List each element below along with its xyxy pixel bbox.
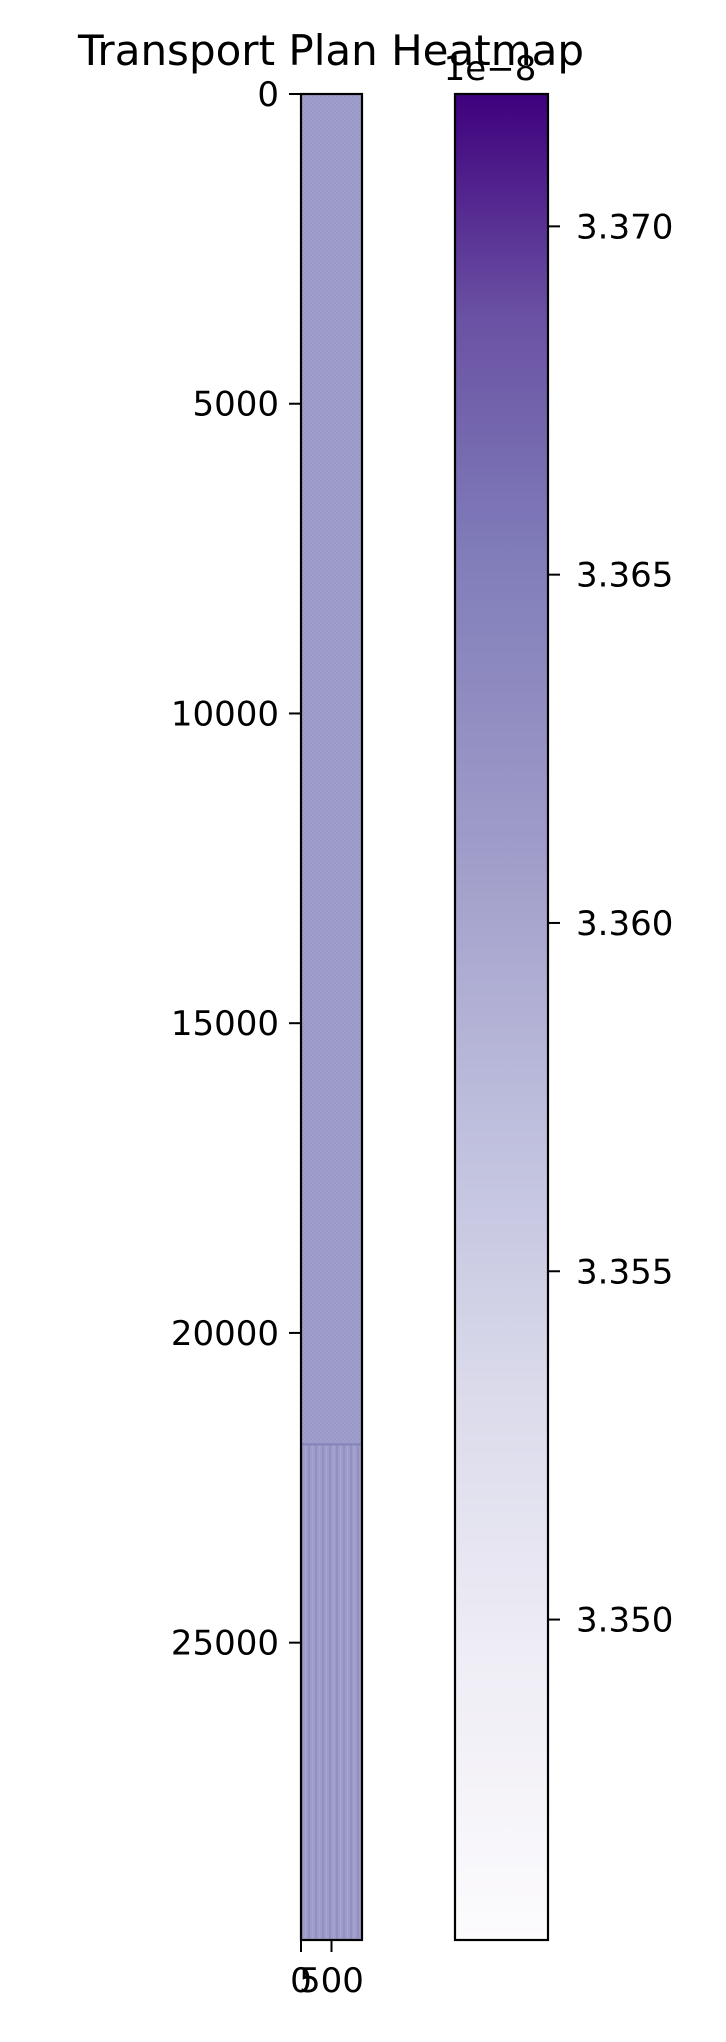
- y-tick-label: 25000: [171, 1624, 279, 1664]
- x-tick-label: 500: [299, 1961, 364, 2001]
- colorbar-tick-label: 3.370: [576, 207, 673, 247]
- colorbar-offset-text: 1e−8: [444, 49, 537, 89]
- colorbar-axis: 3.350 3.355 3.360 3.365 3.370: [548, 207, 673, 1641]
- y-tick-label: 5000: [192, 385, 279, 425]
- heatmap-image: [301, 94, 362, 1940]
- y-tick-label: 20000: [171, 1314, 279, 1354]
- colorbar-tick-label: 3.350: [576, 1601, 673, 1641]
- colorbar-tick-label: 3.355: [576, 1252, 673, 1292]
- y-axis: 0 5000 10000 15000 20000 25000: [171, 75, 301, 1664]
- colorbar-tick-label: 3.365: [576, 556, 673, 596]
- heatmap-region-2: [301, 1444, 362, 1940]
- y-tick-label: 10000: [171, 694, 279, 734]
- chart-title: Transport Plan Heatmap: [77, 26, 584, 75]
- y-tick-label: 0: [257, 75, 279, 115]
- y-tick-label: 15000: [171, 1004, 279, 1044]
- x-tick-label: 0: [290, 1961, 312, 2001]
- heatmap-region-1: [301, 94, 362, 1445]
- colorbar-tick-label: 3.360: [576, 904, 673, 944]
- colorbar: [453, 92, 550, 1942]
